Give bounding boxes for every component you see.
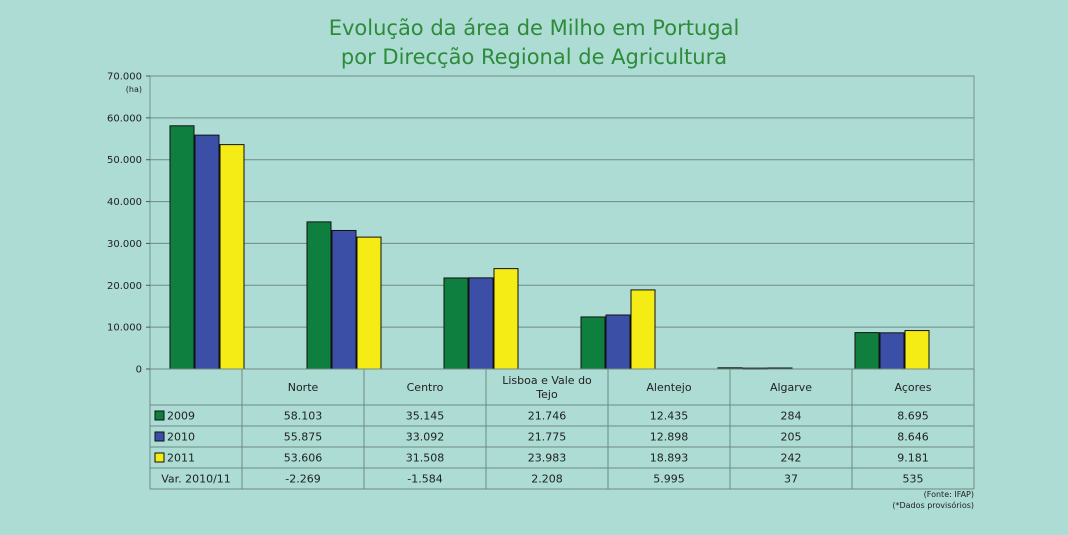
variation-row-label: Var. 2010/11 (161, 473, 231, 486)
data-label: 205 (781, 431, 802, 444)
category-label: Açores (895, 381, 932, 394)
data-label: 284 (781, 410, 802, 423)
source-note: (Fonte: IFAP) (923, 490, 974, 499)
category-label: Lisboa e Vale do (502, 374, 592, 387)
y-tick-label: 20.000 (107, 281, 142, 292)
bar-2010-2 (331, 229, 357, 370)
data-label: 12.435 (650, 410, 689, 423)
chart-title-line1: Evolução da área de Milho em Portugal (328, 16, 740, 40)
chart-title-line2: por Direcção Regional de Agricultura (340, 45, 728, 69)
bar-2010-6 (879, 332, 905, 370)
bar-2011-6 (904, 330, 930, 370)
data-label: 53.606 (284, 452, 323, 465)
category-label: Tejo (535, 388, 558, 401)
data-label: 8.695 (897, 410, 929, 423)
bar-2011-4 (630, 289, 656, 370)
legend-label-2009: 2009 (167, 410, 195, 423)
y-tick-label: 50.000 (107, 155, 142, 166)
legend-swatch-2009 (154, 410, 165, 421)
variation-label: 5.995 (653, 473, 685, 486)
bar-2009-2 (306, 221, 332, 370)
y-tick-label: 40.000 (107, 197, 142, 208)
data-label: 9.181 (897, 452, 929, 465)
category-label: Centro (407, 381, 444, 394)
y-tick-label: 70.000 (107, 72, 142, 83)
variation-label: -1.584 (407, 473, 442, 486)
data-label: 31.508 (406, 452, 445, 465)
y-tick-label: 30.000 (107, 239, 142, 250)
bar-2011-1 (219, 144, 245, 370)
y-unit-label: (ha) (126, 85, 142, 94)
y-tick-label: 60.000 (107, 113, 142, 124)
legend-label-2010: 2010 (167, 431, 195, 444)
legend-label-2011: 2011 (167, 452, 195, 465)
variation-label: 2.208 (531, 473, 563, 486)
bar-2010-1 (194, 134, 220, 370)
variation-label: 37 (784, 473, 798, 486)
category-label: Algarve (770, 381, 812, 394)
bar-2009-4 (580, 316, 606, 370)
legend-swatch-2011 (154, 452, 165, 463)
category-label: Norte (288, 381, 319, 394)
data-label: 58.103 (284, 410, 323, 423)
chart-title: Evolução da área de Milho em Portugal po… (0, 14, 1068, 72)
variation-label: -2.269 (285, 473, 320, 486)
data-label: 21.775 (528, 431, 567, 444)
bar-2010-3 (468, 277, 494, 370)
y-tick-label: 0 (136, 365, 142, 376)
bar-2009-6 (854, 332, 880, 370)
data-label: 55.875 (284, 431, 323, 444)
data-label: 18.893 (650, 452, 689, 465)
legend-swatch-2010 (154, 431, 165, 442)
plot-area (149, 75, 975, 370)
data-label: 33.092 (406, 431, 445, 444)
bar-2011-3 (493, 268, 519, 370)
data-label: 12.898 (650, 431, 689, 444)
y-tick-label: 10.000 (107, 323, 142, 334)
data-label: 21.746 (528, 410, 567, 423)
bar-2009-1 (169, 125, 195, 370)
data-label: 35.145 (406, 410, 445, 423)
category-label: Alentejo (646, 381, 691, 394)
bar-2010-4 (605, 314, 631, 370)
bar-2011-2 (356, 236, 382, 370)
bar-2009-3 (443, 277, 469, 370)
data-label: 23.983 (528, 452, 567, 465)
provisional-note: (*Dados provisórios) (892, 501, 974, 510)
variation-label: 535 (903, 473, 924, 486)
data-label: 8.646 (897, 431, 929, 444)
data-label: 242 (781, 452, 802, 465)
